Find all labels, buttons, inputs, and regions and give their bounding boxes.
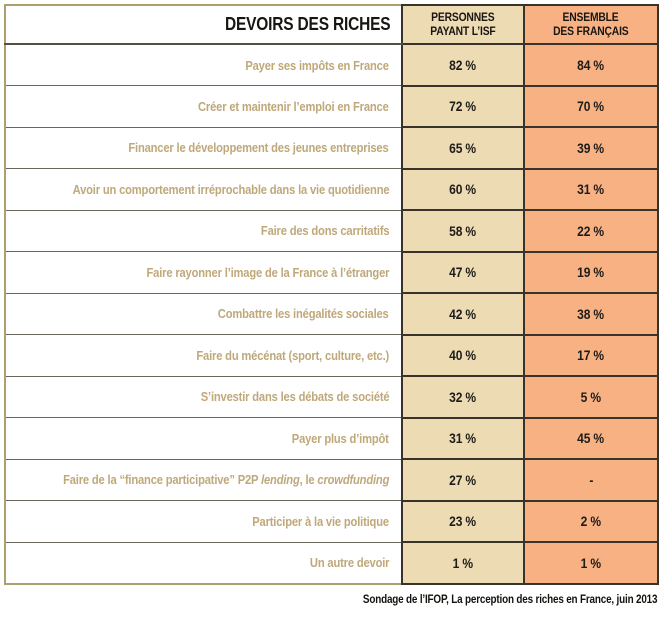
table-header-row: DEVOIRS DES RICHES PERSONNES PAYANT L’IS… [5,4,659,45]
ensemble-value: 84 % [523,43,659,87]
row-label: Payer ses impôts en France [5,44,403,86]
isf-value: 82 % [401,43,525,87]
table-row: Payer ses impôts en France 82 % 84 % [5,43,659,87]
row-label: Faire rayonner l’image de la France à l’… [5,251,403,294]
source-caption: Sondage de l’IFOP, La perception des ric… [4,594,658,606]
table-row: Payer plus d’impôt 31 % 45 % [5,416,659,460]
ensemble-value: 45 % [523,416,659,460]
column-header-ensemble: ENSEMBLE DES FRANÇAIS [523,4,659,45]
ensemble-value: 17 % [523,333,659,377]
ensemble-value: 19 % [523,250,659,294]
ensemble-value: 5 % [523,375,659,419]
row-label: Combattre les inégalités sociales [5,293,403,335]
isf-value: 1 % [401,541,525,585]
row-label: Participer à la vie politique [5,500,403,543]
table-row: Créer et maintenir l’emploi en France 72 … [5,84,659,128]
table-row: Participer à la vie politique 23 % 2 % [5,499,659,543]
ensemble-value: 39 % [523,126,659,170]
row-label: Un autre devoir [5,542,403,584]
table-title-cell: DEVOIRS DES RICHES [5,5,403,45]
ensemble-value: 22 % [523,209,659,253]
isf-value: 42 % [401,292,525,336]
row-label: Financer le développement des jeunes ent… [5,127,403,169]
isf-value: 23 % [401,499,525,543]
table-row: Faire des dons carritatifs 58 % 22 % [5,209,659,253]
table-row: Faire du mécénat (sport, culture, etc.) 4… [5,333,659,377]
isf-value: 58 % [401,209,525,253]
row-label: Faire des dons carritatifs [5,210,403,252]
row-label: Faire de la “finance participative” P2P … [5,459,403,501]
ensemble-value: 31 % [523,167,659,211]
table-row: Faire rayonner l’image de la France à l’… [5,250,659,294]
isf-value: 32 % [401,375,525,419]
table-row: S’investir dans les débats de société 32 … [5,375,659,419]
ensemble-value: 2 % [523,499,659,543]
isf-value: 31 % [401,416,525,460]
ensemble-value: 1 % [523,541,659,585]
table-row: Financer le développement des jeunes ent… [5,126,659,170]
ensemble-value: 70 % [523,84,659,128]
isf-value: 47 % [401,250,525,294]
table-row: Combattre les inégalités sociales 42 % 38 … [5,292,659,336]
isf-value: 40 % [401,333,525,377]
devoirs-table: DEVOIRS DES RICHES PERSONNES PAYANT L’IS… [4,4,659,585]
source-text: Sondage de l’IFOP, La perception des ric… [362,594,658,606]
isf-value: 27 % [401,458,525,502]
column-header-isf: PERSONNES PAYANT L’ISF [401,4,525,45]
row-label: S’investir dans les débats de société [5,376,403,418]
ensemble-value: 38 % [523,292,659,336]
row-label: Avoir un comportement irréprochable dans… [5,168,403,211]
table-row: Un autre devoir 1 % 1 % [5,541,659,585]
row-label: Payer plus d’impôt [5,417,403,460]
row-label: Créer et maintenir l’emploi en France [5,85,403,128]
isf-value: 60 % [401,167,525,211]
table-row: Avoir un comportement irréprochable dans… [5,167,659,211]
ensemble-value: - [523,458,659,502]
table-title: DEVOIRS DES RICHES [224,14,390,34]
row-label: Faire du mécénat (sport, culture, etc.) [5,334,403,377]
isf-value: 72 % [401,84,525,128]
isf-value: 65 % [401,126,525,170]
table-row: Faire de la “finance participative” P2P … [5,458,659,502]
